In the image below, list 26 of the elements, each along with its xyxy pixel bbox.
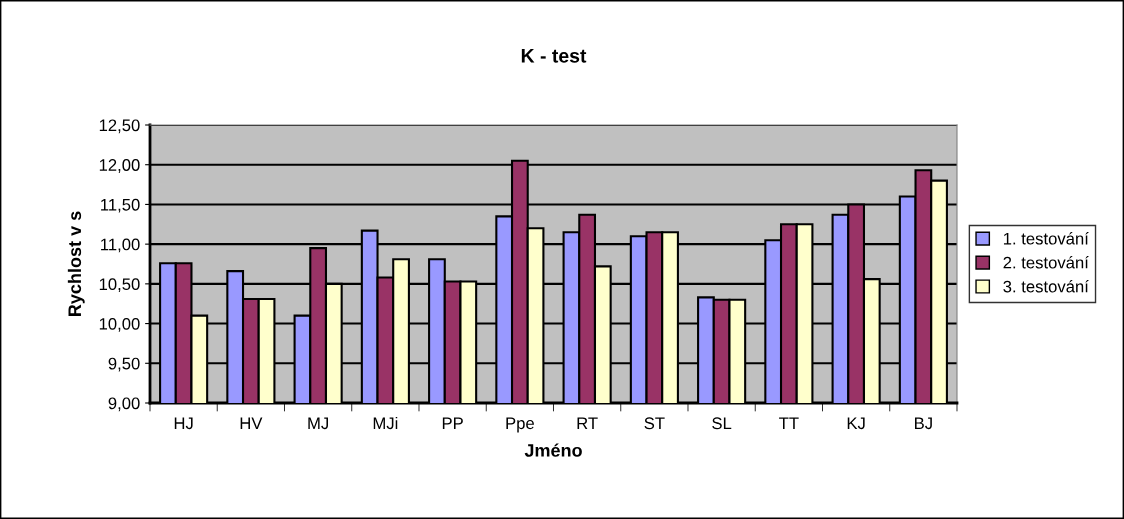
- x-tick-label: PP: [442, 417, 463, 429]
- x-tick-label: BJ: [915, 417, 932, 430]
- y-tick-label: 11,00: [101, 238, 140, 253]
- x-tick-label: TT: [779, 417, 799, 429]
- chart-title: K - test: [521, 49, 587, 63]
- x-tick-label: SL: [712, 417, 732, 430]
- x-tick-label: HJ: [174, 417, 193, 430]
- y-tick-label: 10,50: [99, 278, 140, 293]
- y-tick-label: 10,00: [99, 317, 140, 332]
- x-tick-label: MJ: [308, 417, 328, 430]
- x-tick-label: ST: [644, 417, 665, 430]
- legend-label: 3. testování: [1003, 280, 1089, 293]
- x-axis-title: Jméno: [524, 443, 582, 457]
- x-tick-label: HV: [240, 417, 263, 429]
- y-tick-label: 11,50: [101, 198, 140, 213]
- x-tick-label: KJ: [847, 417, 865, 430]
- legend-label: 1. testování: [1003, 232, 1089, 245]
- y-axis-title: Rychlost v s: [67, 211, 85, 316]
- y-tick-label: 9,00: [108, 397, 140, 412]
- x-tick-label: Ppe: [506, 417, 534, 433]
- x-tick-label: MJi: [373, 416, 398, 430]
- y-tick-label: 12,50: [99, 119, 140, 134]
- x-tick-label: RT: [577, 417, 598, 429]
- legend-label: 2. testování: [1003, 256, 1089, 269]
- y-tick-label: 9,50: [108, 357, 140, 372]
- y-tick-label: 12,00: [99, 159, 140, 173]
